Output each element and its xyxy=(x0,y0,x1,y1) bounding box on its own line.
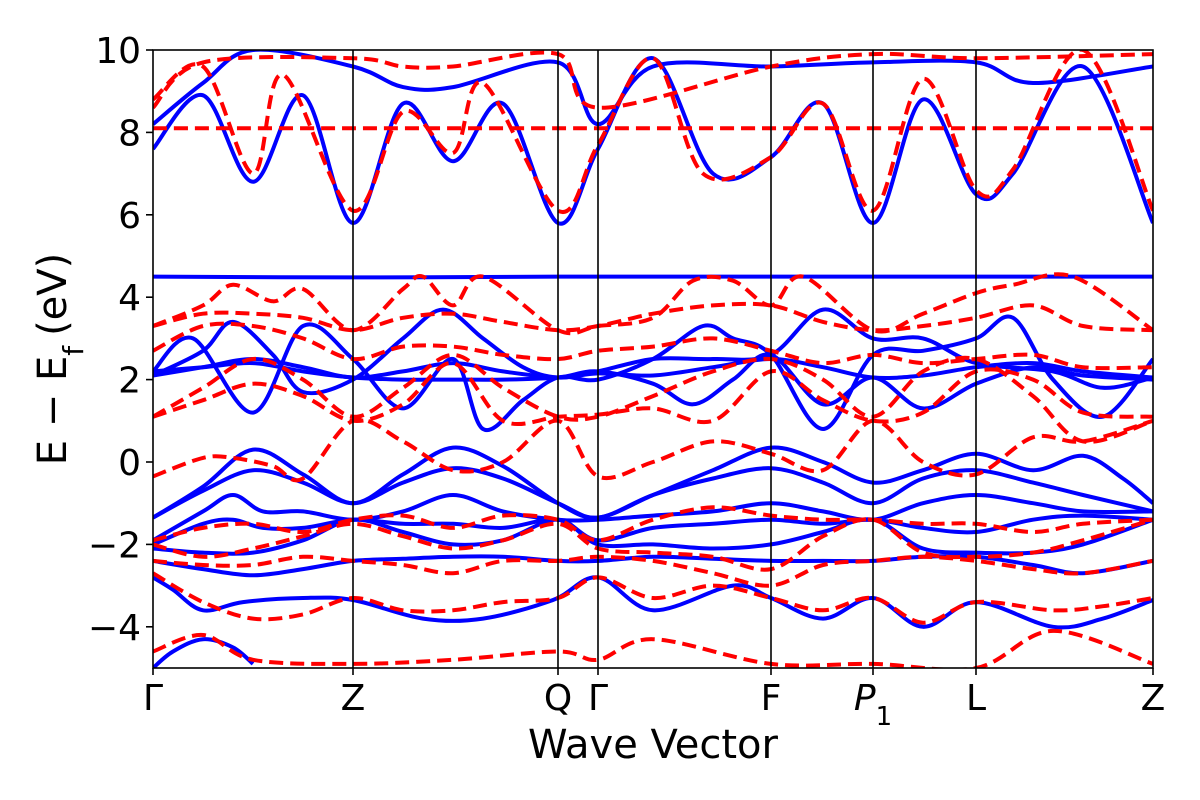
x-tick-label: P1 xyxy=(854,678,892,732)
band-line-series-1-14 xyxy=(153,56,1153,226)
band-line-series-2-8 xyxy=(153,361,1153,427)
x-tick-label-main: P xyxy=(854,678,876,719)
band-line-series-2-7 xyxy=(153,352,1153,444)
y-axis-ticks: −4 −2 0 2 4 6 8 10 xyxy=(88,31,153,649)
band-line-series-1-1 xyxy=(153,637,255,668)
x-axis-label: Wave Vector xyxy=(528,722,779,768)
x-tick-label: Z xyxy=(341,678,366,719)
x-tick-label: Γ xyxy=(588,678,608,719)
y-tick-label: −4 xyxy=(88,608,141,649)
band-line-series-1-10 xyxy=(153,352,1153,411)
y-axis-label-unit: (eV) xyxy=(30,253,76,336)
y-tick-label: 10 xyxy=(95,31,141,72)
kpoint-divider-lines xyxy=(352,50,977,668)
band-line-series-1-13 xyxy=(153,274,1153,280)
y-tick-label: 4 xyxy=(118,278,141,319)
x-tick-label: Q xyxy=(544,678,572,719)
bands-layer xyxy=(153,50,1153,668)
band-line-series-2-4 xyxy=(153,517,1153,572)
band-line-series-1-12 xyxy=(153,314,1153,433)
band-line-series-2-9 xyxy=(153,321,1153,371)
band-line-series-1-15 xyxy=(153,50,1153,127)
band-line-series-2-6 xyxy=(153,417,1153,483)
x-tick-label: Γ xyxy=(143,678,163,719)
x-tick-label-sub: 1 xyxy=(876,702,893,732)
band-line-series-2-3 xyxy=(153,554,1153,588)
y-axis-label: E − Ef (eV) xyxy=(30,253,90,466)
band-line-series-2-1 xyxy=(153,628,1153,668)
band-line-series-2-14 xyxy=(153,50,1153,110)
plot-frame xyxy=(152,49,1154,669)
x-axis-ticks: Γ Z Q Γ F P1 L Z xyxy=(143,668,1165,732)
y-axis-label-sub: f xyxy=(57,345,90,356)
y-axis-label-main: E − E xyxy=(30,356,76,466)
y-tick-label: 6 xyxy=(118,196,141,237)
band-line-series-2-12 xyxy=(153,50,1153,214)
y-tick-label: 8 xyxy=(118,113,141,154)
band-line-series-2-10 xyxy=(153,301,1153,333)
y-tick-label: 0 xyxy=(118,443,141,484)
y-tick-label: −2 xyxy=(88,525,141,566)
y-tick-label: 2 xyxy=(118,361,141,402)
x-tick-label: L xyxy=(966,678,986,719)
x-tick-label: Z xyxy=(1141,678,1166,719)
x-tick-label: F xyxy=(761,678,782,719)
band-line-series-1-11 xyxy=(153,307,1153,396)
